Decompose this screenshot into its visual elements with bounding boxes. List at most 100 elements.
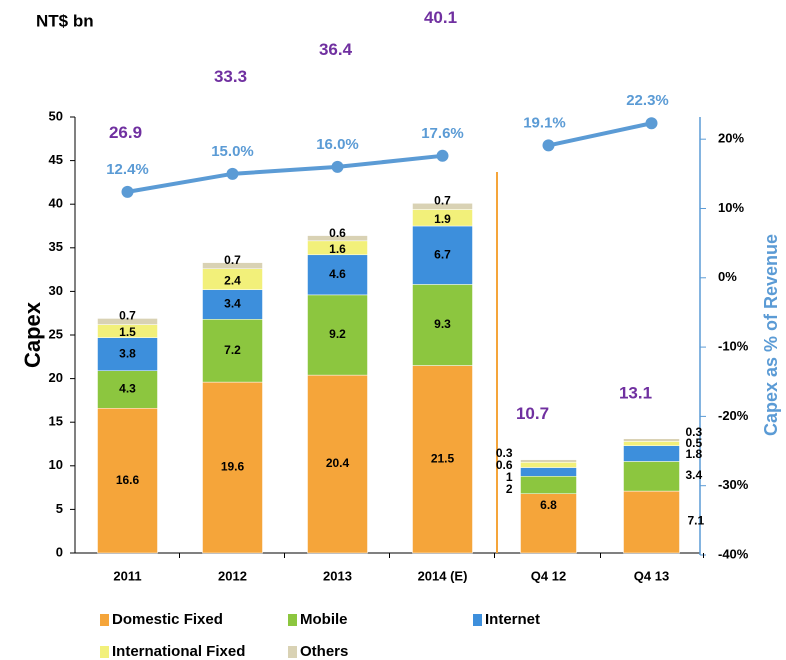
- y-tick-label: 35: [49, 239, 63, 254]
- y-tick-label: 10: [49, 457, 63, 472]
- legend-swatch: [288, 646, 297, 658]
- segment-label: 16.6: [116, 473, 140, 487]
- line-label: 12.4%: [106, 161, 149, 178]
- segment-label: 0.7: [434, 193, 451, 207]
- bar-segment: [97, 370, 158, 409]
- line-point: [436, 149, 449, 162]
- bar-segment: [97, 407, 158, 554]
- total-label: 26.9: [109, 123, 142, 142]
- legend-label: Internet: [485, 611, 540, 628]
- segment-label: 2: [506, 482, 513, 496]
- y-tick-label: 0: [56, 544, 63, 559]
- segment-label: 1.9: [434, 212, 451, 226]
- bar-segment: [97, 318, 158, 325]
- x-tick-label: 2011: [113, 568, 141, 583]
- y2-tick-label: -40%: [718, 546, 749, 561]
- bar-segment: [520, 467, 577, 477]
- line-label: 16.0%: [316, 136, 359, 153]
- bar-segment: [97, 337, 158, 372]
- segment-label: 1.8: [686, 447, 703, 461]
- bar-segment: [623, 490, 680, 554]
- line-point: [645, 117, 658, 130]
- line-label: 22.3%: [626, 92, 669, 109]
- segment-label: 0.7: [224, 253, 241, 267]
- legend-swatch: [100, 614, 109, 626]
- x-tick-label: 2013: [323, 568, 352, 583]
- segment-label: 20.4: [326, 456, 350, 470]
- segment-label: 9.2: [329, 327, 346, 341]
- segment-label: 1.6: [329, 242, 346, 256]
- segment-label: 3.8: [119, 346, 136, 360]
- segment-label: 4.6: [329, 267, 346, 281]
- y-tick-label: 25: [49, 326, 63, 341]
- y-tick-label: 45: [49, 152, 63, 167]
- total-label: 13.1: [619, 383, 652, 402]
- y2-tick-label: 0%: [718, 269, 737, 284]
- segment-label: 0.7: [119, 309, 136, 323]
- x-tick-label: Q4 13: [634, 568, 669, 583]
- segment-label: 1: [506, 470, 513, 484]
- line-label: 17.6%: [421, 125, 464, 142]
- line-label: 15.0%: [211, 143, 254, 160]
- line: [127, 153, 443, 194]
- segment-label: 19.6: [221, 460, 245, 474]
- bar-segment: [202, 319, 263, 383]
- legend-swatch: [288, 614, 297, 626]
- bar-segment: [623, 438, 680, 442]
- legend-swatch: [473, 614, 482, 626]
- bar-segment: [202, 381, 263, 554]
- segment-label: 4.3: [119, 382, 136, 396]
- y2-tick-label: -30%: [718, 477, 749, 492]
- bar-segment: [520, 462, 577, 468]
- bar-segment: [520, 493, 577, 554]
- y2-tick-label: -10%: [718, 339, 749, 354]
- segment-label: 3.4: [686, 468, 703, 482]
- line-label: 19.1%: [523, 114, 566, 131]
- bar-segment: [307, 374, 368, 554]
- y2-axis-label: Capex as % of Revenue: [761, 234, 781, 436]
- x-tick-label: 2014 (E): [418, 568, 468, 583]
- segment-label: 3.4: [224, 297, 241, 311]
- segment-label: 1.5: [119, 325, 136, 339]
- segment-label: 2.4: [224, 273, 241, 287]
- y-tick-label: 40: [49, 196, 63, 211]
- y2-tick-label: 20%: [718, 131, 744, 146]
- bar-segment: [412, 203, 473, 210]
- bar-segment: [202, 262, 263, 269]
- segment-label: 0.6: [496, 458, 513, 472]
- segment-label: 0.6: [329, 226, 346, 240]
- line-point: [331, 160, 344, 173]
- y-axis-label: Capex: [20, 301, 45, 368]
- bar-segment: [520, 476, 577, 494]
- y-tick-label: 15: [49, 414, 63, 429]
- line: [548, 121, 652, 148]
- legend-label: Others: [300, 643, 348, 660]
- segment-label: 0.3: [496, 446, 513, 460]
- y-tick-label: 5: [56, 501, 63, 516]
- x-tick-label: Q4 12: [531, 568, 566, 583]
- total-label: 33.3: [214, 67, 247, 86]
- legend-label: Mobile: [300, 611, 348, 628]
- y2-tick-label: -20%: [718, 408, 749, 423]
- y-tick-label: 20: [49, 370, 63, 385]
- line-point: [226, 167, 239, 180]
- bar-segment: [307, 254, 368, 296]
- bar-segment: [623, 441, 680, 446]
- total-label: 36.4: [319, 40, 353, 59]
- segment-label: 7.1: [688, 513, 705, 527]
- line-point: [542, 139, 555, 152]
- legend-label: International Fixed: [112, 643, 245, 660]
- segment-label: 6.8: [540, 498, 557, 512]
- y2-tick-label: 10%: [718, 200, 744, 215]
- segment-label: 9.3: [434, 317, 451, 331]
- bar-segment: [623, 461, 680, 492]
- segment-label: 0.5: [686, 436, 703, 450]
- bar-segment: [307, 235, 368, 242]
- unit-label: NT$ bn: [36, 11, 94, 30]
- segment-label: 7.2: [224, 343, 241, 357]
- bar-segment: [412, 284, 473, 366]
- segment-label: 0.3: [686, 425, 703, 439]
- segment-label: 21.5: [431, 451, 455, 465]
- bar-segment: [623, 445, 680, 462]
